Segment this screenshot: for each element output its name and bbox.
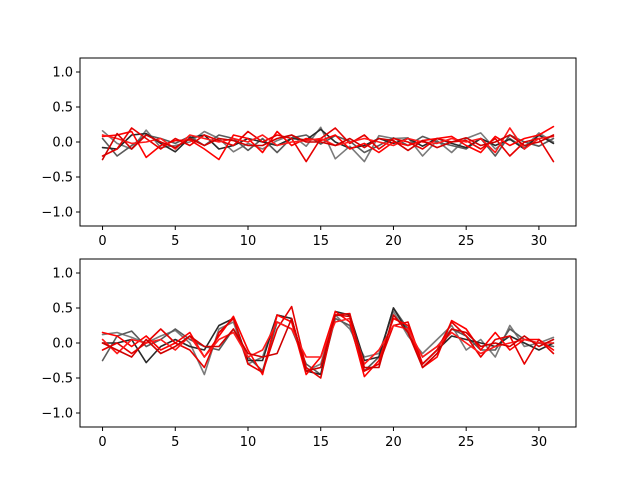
bottom-x-tick-label: 15 bbox=[312, 435, 329, 450]
top-y-tick-label: 1.0 bbox=[52, 66, 73, 81]
bottom-x-tick-label: 20 bbox=[385, 435, 402, 450]
top-y-tick-label: 0.5 bbox=[52, 101, 73, 116]
bottom-x-tick-label: 10 bbox=[240, 435, 257, 450]
top-x-tick-label: 0 bbox=[98, 234, 106, 249]
top-y-tick-label: −0.5 bbox=[41, 171, 73, 186]
bottom-series-line-4 bbox=[101, 310, 555, 378]
bottom-y-tick-label: 0.0 bbox=[52, 337, 73, 352]
bottom-y-tick-label: −1.0 bbox=[41, 407, 73, 422]
bottom-x-tick-label: 5 bbox=[171, 435, 179, 450]
bottom-series-line-7 bbox=[101, 314, 555, 372]
top-series-line-5 bbox=[101, 127, 555, 163]
top-series-line-3 bbox=[101, 128, 555, 153]
top-x-tick-label: 10 bbox=[240, 234, 257, 249]
bottom-y-tick-label: −0.5 bbox=[41, 372, 73, 387]
top-y-tick-label: 0.0 bbox=[52, 136, 73, 151]
bottom-x-tick-label: 30 bbox=[531, 435, 548, 450]
top-y-tick-label: −1.0 bbox=[41, 206, 73, 221]
top-x-tick-label: 20 bbox=[385, 234, 402, 249]
top-axes: 0 5 10 15 20 25 30 −1.0 −0.5 0.0 0.5 1.0 bbox=[41, 57, 577, 249]
bottom-x-tick-label: 25 bbox=[458, 435, 475, 450]
bottom-axes: 0 5 10 15 20 25 30 −1.0 −0.5 0.0 0.5 1.0 bbox=[41, 258, 577, 450]
bottom-y-tick-label: 0.5 bbox=[52, 302, 73, 317]
top-series-line-7 bbox=[101, 132, 555, 161]
top-x-tick-label: 5 bbox=[171, 234, 179, 249]
bottom-y-tick-label: 1.0 bbox=[52, 267, 73, 282]
top-x-tick-label: 25 bbox=[458, 234, 475, 249]
bottom-x-tick-label: 0 bbox=[98, 435, 106, 450]
top-x-tick-label: 30 bbox=[531, 234, 548, 249]
top-x-tick-label: 15 bbox=[312, 234, 329, 249]
